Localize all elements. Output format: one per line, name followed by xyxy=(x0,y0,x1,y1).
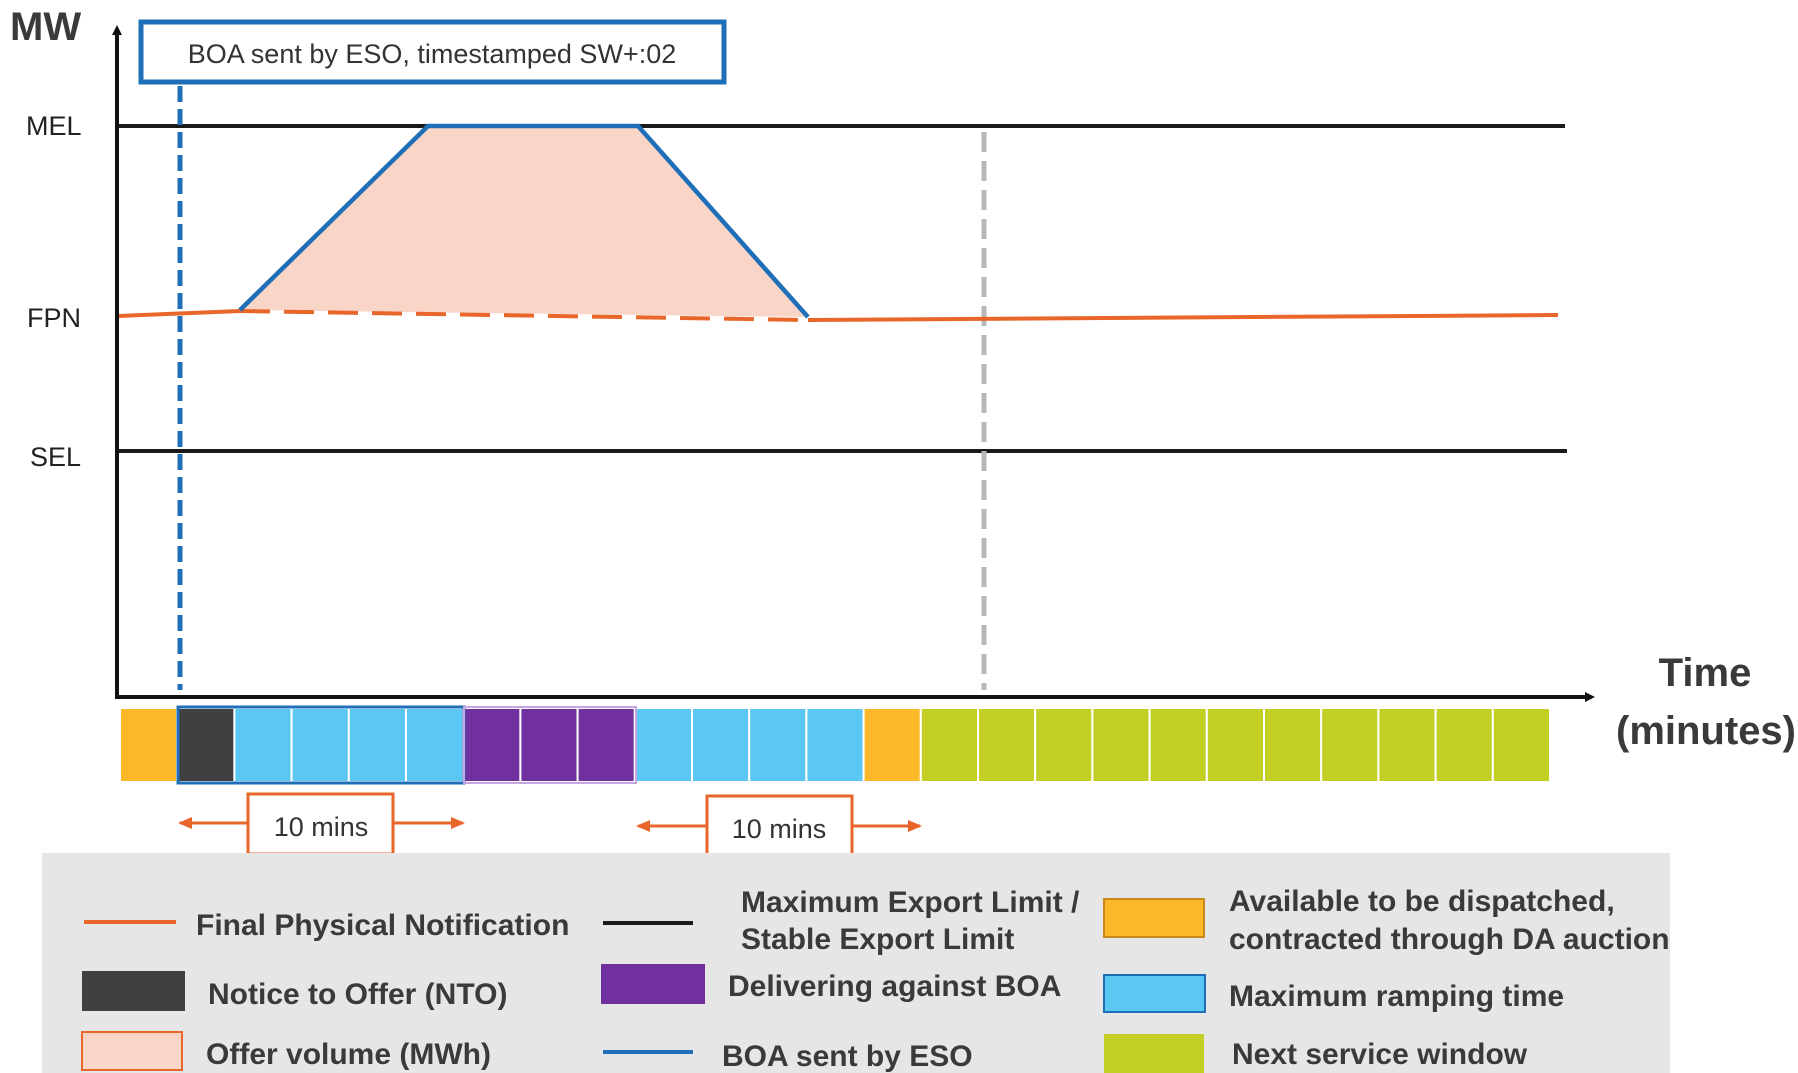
timeline-cell-ramp xyxy=(691,707,751,783)
timeline-cell-next xyxy=(919,707,979,783)
timeline-cell-next xyxy=(1434,707,1494,783)
timeline-cell-next xyxy=(1320,707,1380,783)
duration-first: 10 mins xyxy=(178,792,465,856)
timeline-cell-next xyxy=(1491,707,1552,783)
legend-fpn-label: Final Physical Notification xyxy=(196,909,569,942)
legend-limit-label-line1: Maximum Export Limit / xyxy=(741,886,1080,919)
timeline-cell-ramp xyxy=(233,707,293,783)
legend-offer-swatch xyxy=(81,1031,183,1071)
x-axis-title-line2: (minutes) xyxy=(1616,709,1796,753)
duration-second-box xyxy=(705,794,854,858)
timeline-cell-next xyxy=(1148,707,1208,783)
timeline-cell-ramp xyxy=(805,707,865,783)
legend-next-window-label: Next service window xyxy=(1232,1038,1528,1071)
legend-available-label-line1: Available to be dispatched, xyxy=(1229,885,1615,918)
fpn-label: FPN xyxy=(27,303,81,333)
timeline-cell-available xyxy=(862,707,922,783)
legend-delivering-label: Delivering against BOA xyxy=(728,970,1061,1003)
timeline-cell-next xyxy=(1034,707,1094,783)
boa-trajectory xyxy=(238,123,810,319)
timeline-cell-next xyxy=(1091,707,1151,783)
mel-label: MEL xyxy=(26,111,82,141)
sel-label: SEL xyxy=(30,442,81,472)
legend: Final Physical Notification Notice to Of… xyxy=(42,853,1670,1073)
boa-delivery-outline xyxy=(463,706,637,784)
fpn-line-under-offer xyxy=(239,309,809,322)
fpn-line-before xyxy=(118,309,241,318)
timeline-cell-ramp xyxy=(347,707,407,783)
boa-callout-text: BOA sent by ESO, timestamped SW+:02 xyxy=(188,39,676,69)
timeline-cell-boa xyxy=(519,707,579,783)
legend-nto-label: Notice to Offer (NTO) xyxy=(208,978,507,1011)
duration-first-label: 10 mins xyxy=(274,812,369,842)
legend-available-swatch xyxy=(1103,898,1205,938)
duration-first-box xyxy=(246,792,395,856)
timeline-strip xyxy=(119,707,1552,783)
x-axis-title-line1: Time xyxy=(1659,651,1752,695)
duration-second: 10 mins xyxy=(636,794,922,858)
timeline-cell-boa xyxy=(576,707,636,783)
duration-second-label: 10 mins xyxy=(732,814,827,844)
timeline-cell-next xyxy=(977,707,1037,783)
timeline-cell-ramp xyxy=(748,707,808,783)
legend-delivering-swatch xyxy=(601,964,705,1004)
fpn-line-after xyxy=(807,313,1559,322)
timeline-cell-ramp xyxy=(405,707,465,783)
legend-limit-label-line2: Stable Export Limit xyxy=(741,923,1014,956)
legend-offer-label: Offer volume (MWh) xyxy=(206,1038,491,1071)
legend-nto-swatch xyxy=(82,971,185,1011)
timeline-cell-available xyxy=(119,707,179,783)
timeline-cell-next xyxy=(1205,707,1266,783)
boa-callout-box xyxy=(138,19,727,85)
y-axis-title: MW xyxy=(10,5,81,49)
legend-background xyxy=(42,853,1670,1073)
timeline-cell-nto xyxy=(176,707,236,783)
legend-ramping-label: Maximum ramping time xyxy=(1229,980,1564,1013)
timeline-cell-next xyxy=(1263,707,1323,783)
timeline-cell-boa xyxy=(462,707,522,783)
legend-available-label-line2: contracted through DA auction xyxy=(1229,923,1670,956)
timeline-cell-ramp xyxy=(633,707,693,783)
legend-next-window-swatch xyxy=(1104,1034,1204,1073)
legend-boa-sent-label: BOA sent by ESO xyxy=(722,1040,973,1073)
timeline-cell-ramp xyxy=(290,707,350,783)
legend-ramping-swatch xyxy=(1103,974,1206,1013)
timeline-cell-next xyxy=(1377,707,1437,783)
